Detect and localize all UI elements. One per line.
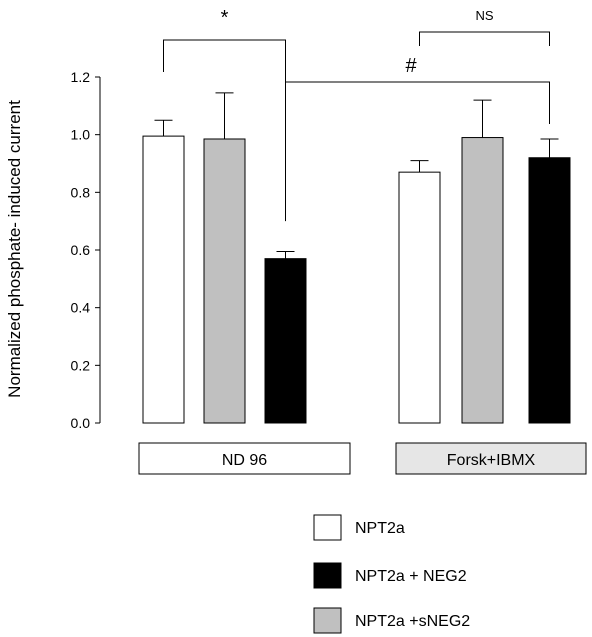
legend-label: NPT2a +sNEG2 [355, 613, 470, 630]
significance-marker: # [405, 55, 417, 77]
bar [142, 135, 185, 424]
group-label-box [395, 442, 587, 475]
significance-bracket [419, 31, 550, 46]
group-label: Forsk+IBMX [447, 452, 536, 469]
y-tick-label: 0.6 [71, 242, 91, 258]
y-tick-label: 0.8 [71, 184, 91, 200]
y-tick-label: 1.0 [71, 127, 91, 143]
legend-label: NPT2a + NEG2 [355, 568, 467, 585]
legend-label: NPT2a [355, 520, 405, 537]
group-label-box [138, 442, 351, 475]
significance-bracket [285, 81, 550, 124]
group-label: ND 96 [222, 452, 267, 469]
bar [528, 157, 571, 424]
y-tick-label: 1.2 [71, 69, 91, 85]
bar [264, 258, 307, 424]
y-axis-label: Normalized phosphate- induced current [5, 100, 24, 398]
bar [398, 171, 441, 424]
bar [203, 138, 246, 424]
significance-marker: * [221, 7, 229, 29]
legend-swatch [313, 514, 342, 541]
legend-swatch [313, 607, 342, 634]
significance-bracket [163, 39, 286, 222]
bar [461, 137, 504, 424]
y-tick-label: 0.2 [71, 357, 91, 373]
legend-swatch [313, 562, 342, 589]
y-tick-label: 0.0 [71, 415, 91, 431]
y-tick-label: 0.4 [71, 300, 91, 316]
significance-marker: NS [475, 8, 493, 23]
